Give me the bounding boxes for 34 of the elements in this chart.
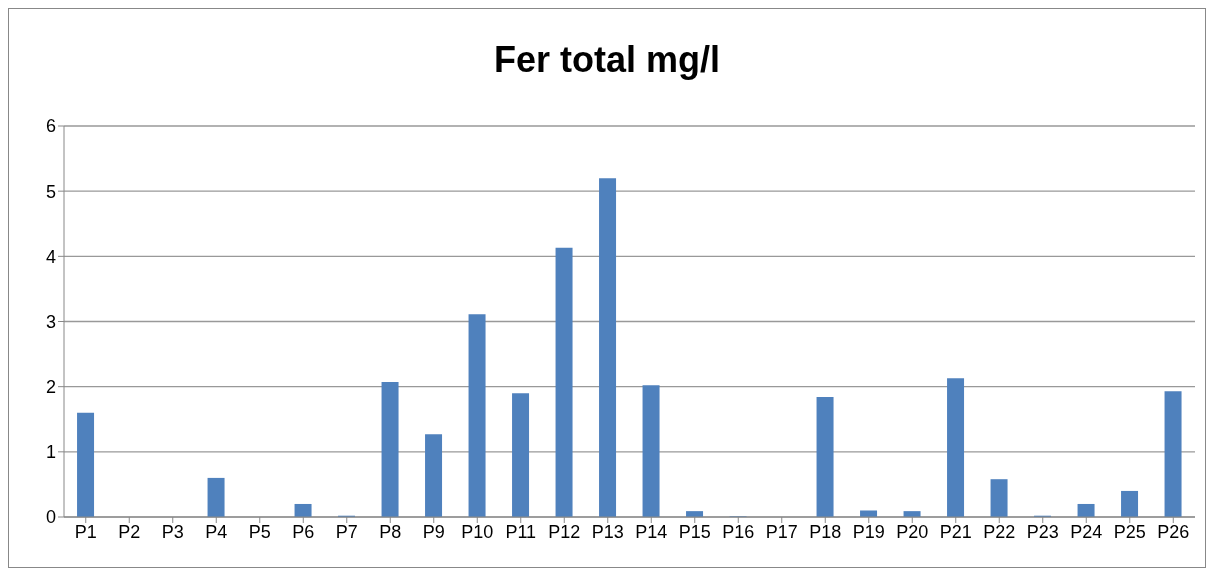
x-tick-label: P12 — [548, 521, 581, 542]
x-tick-label: P13 — [591, 521, 624, 542]
x-tick-label: P4 — [205, 521, 228, 542]
x-tick-label: P14 — [635, 521, 668, 542]
x-tick-label: P25 — [1113, 521, 1146, 542]
x-tick-label: P24 — [1070, 521, 1103, 542]
x-tick-label: P22 — [983, 521, 1016, 542]
x-tick-label: P19 — [852, 521, 885, 542]
x-tick-label: P16 — [722, 521, 755, 542]
x-tick-label: P18 — [809, 521, 842, 542]
y-tick-label: 4 — [45, 246, 56, 267]
x-tick-label: P17 — [765, 521, 798, 542]
y-tick-label: 3 — [45, 311, 56, 332]
x-tick-label: P21 — [939, 521, 972, 542]
x-tick-label: P20 — [896, 521, 929, 542]
y-tick-label: 0 — [45, 507, 56, 528]
y-tick-label: 1 — [45, 442, 56, 463]
x-tick-label: P26 — [1157, 521, 1190, 542]
x-tick-label: P3 — [161, 521, 184, 542]
y-tick-label: 5 — [45, 181, 56, 202]
x-tick-label: P9 — [422, 521, 445, 542]
x-tick-label: P7 — [335, 521, 358, 542]
y-tick-label: 2 — [45, 377, 56, 398]
x-tick-label: P2 — [118, 521, 141, 542]
chart-title: Fer total mg/l — [493, 39, 721, 81]
y-tick-label: 6 — [45, 116, 56, 137]
x-tick-label: P6 — [292, 521, 315, 542]
x-tick-label: P1 — [74, 521, 97, 542]
x-tick-label: P10 — [461, 521, 494, 542]
x-tick-label: P23 — [1026, 521, 1059, 542]
x-tick-label: P15 — [678, 521, 711, 542]
x-tick-label: P11 — [505, 521, 537, 542]
x-tick-label: P5 — [248, 521, 271, 542]
x-tick-label: P8 — [379, 521, 402, 542]
